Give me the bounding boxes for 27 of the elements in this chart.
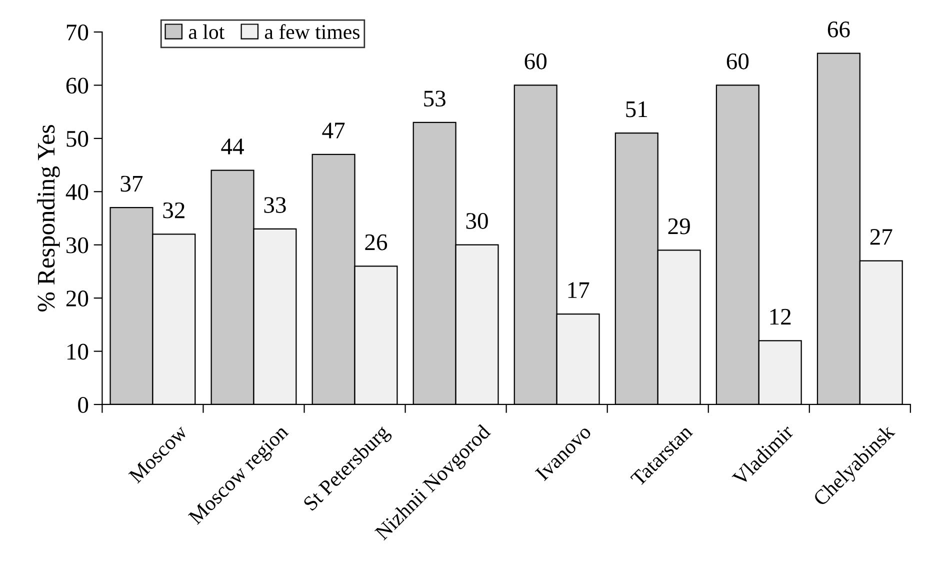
data-label: 27 [870,229,892,245]
y-tick-label: 20 [66,290,88,306]
data-label: 47 [322,122,345,138]
y-tick-label: 0 [78,396,88,413]
data-label: 33 [264,197,286,213]
data-label: 12 [770,308,791,324]
y-tick-label: 40 [66,184,88,200]
y-tick-label: 50 [66,130,88,147]
data-label: 29 [668,218,690,234]
data-label: 60 [524,53,547,70]
data-label: 60 [726,53,749,70]
data-label: 17 [568,282,590,298]
data-label: 26 [365,234,388,250]
y-axis-title: % Responding Yes [37,125,60,312]
y-tick-label: 10 [67,344,88,360]
data-label: 30 [466,213,488,229]
data-label: 37 [120,176,143,192]
data-label: 32 [163,202,184,218]
legend-label: a few times [264,24,360,40]
data-label: 44 [221,138,244,154]
y-tick-label: 60 [66,78,88,94]
y-tick-label: 70 [66,24,88,40]
legend-label: a lot [188,24,225,40]
data-label: 66 [828,22,850,38]
data-label: 51 [626,101,648,118]
y-tick-label: 30 [66,237,88,254]
data-label: 53 [424,90,446,107]
